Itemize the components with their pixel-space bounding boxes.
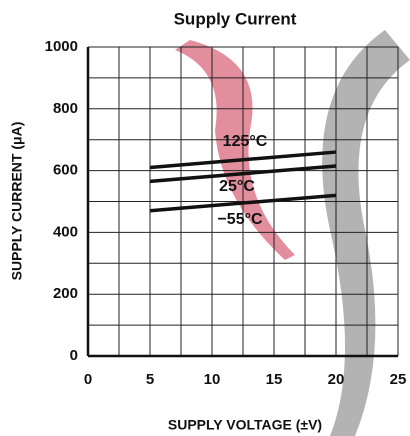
y-tick-label: 200 [53,285,78,302]
series-line [149,150,337,170]
series-label: −55°C [217,211,263,228]
watermark [322,30,410,436]
x-tick-label: 25 [390,371,407,388]
y-tick-label: 800 [53,100,78,117]
y-tick-label: 0 [70,347,78,364]
chart-title: Supply Current [174,9,297,28]
x-tick-label: 15 [266,371,283,388]
x-axis-label: SUPPLY VOLTAGE (±V) [168,417,322,433]
series-label: 125°C [223,133,268,150]
y-tick-label: 600 [53,162,78,179]
y-tick-label: 400 [53,223,78,240]
y-tick-label: 1000 [45,38,78,55]
series-line [149,193,337,213]
x-tick-label: 0 [84,371,92,388]
y-axis-label: SUPPLY CURRENT (μA) [9,122,25,281]
series-label: 25°C [219,178,255,195]
watermark [175,40,295,260]
x-tick-label: 20 [328,371,345,388]
series-line [149,164,337,184]
x-tick-label: 10 [204,371,221,388]
x-tick-label: 5 [146,371,154,388]
